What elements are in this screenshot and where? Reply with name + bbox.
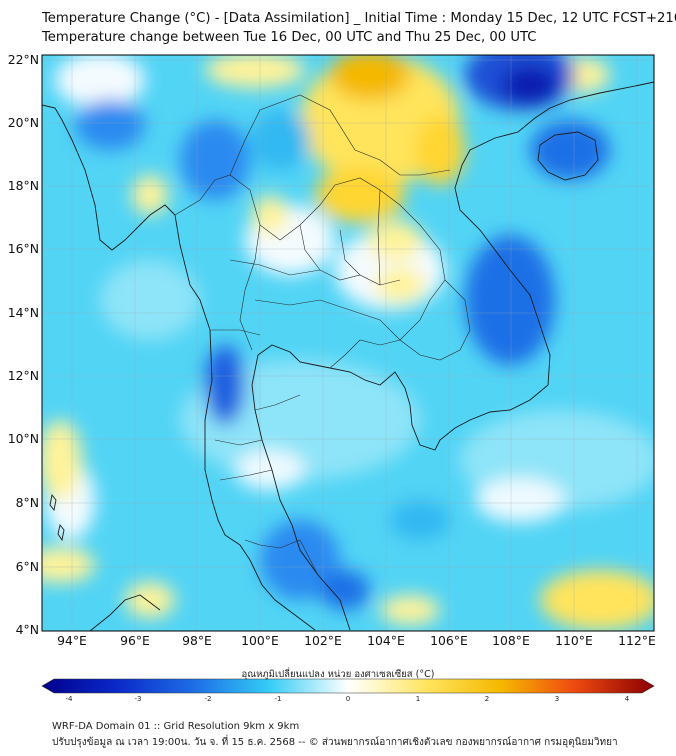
coastlines xyxy=(42,81,654,631)
lat-label: 4°N xyxy=(15,622,39,637)
colorbar-tick: 3 xyxy=(554,695,560,703)
lat-label: 6°N xyxy=(15,559,39,574)
lon-label: 96°E xyxy=(120,633,150,648)
lon-label: 102°E xyxy=(304,633,342,648)
lat-label: 16°N xyxy=(7,241,39,256)
graticule xyxy=(42,55,654,631)
lat-label: 20°N xyxy=(7,115,39,130)
lon-label: 94°E xyxy=(57,633,87,648)
lat-label: 22°N xyxy=(7,52,39,67)
map-frame xyxy=(41,54,655,632)
lat-label: 8°N xyxy=(15,495,39,510)
colorbar-tick: -4 xyxy=(65,695,73,703)
colorbar-tick: 4 xyxy=(624,695,630,703)
lat-label: 18°N xyxy=(7,178,39,193)
colorbar-tick: -2 xyxy=(204,695,212,703)
lon-label: 98°E xyxy=(182,633,212,648)
colorbar-tick: -1 xyxy=(274,695,282,703)
colorbar-tick: 2 xyxy=(484,695,490,703)
colorbar-tick: 0 xyxy=(345,695,351,703)
footer-model-info: WRF-DA Domain 01 :: Grid Resolution 9km … xyxy=(52,721,300,732)
lon-label: 106°E xyxy=(430,633,468,648)
lon-label: 104°E xyxy=(367,633,405,648)
map-subtitle: Temperature change between Tue 16 Dec, 0… xyxy=(42,30,537,45)
colorbar xyxy=(41,678,655,694)
borders xyxy=(174,94,471,576)
lat-label: 10°N xyxy=(7,431,39,446)
lon-label: 110°E xyxy=(555,633,593,648)
lon-label: 100°E xyxy=(241,633,279,648)
colorbar-tick: 1 xyxy=(415,695,421,703)
lon-label: 112°E xyxy=(618,633,656,648)
lon-label: 108°E xyxy=(492,633,530,648)
colorbar-tick: -3 xyxy=(134,695,142,703)
lat-label: 12°N xyxy=(7,368,39,383)
footer-credit: ปรับปรุงข้อมูล ณ เวลา 19:00น. วัน จ. ที่… xyxy=(52,737,618,748)
lat-label: 14°N xyxy=(7,305,39,320)
map-title: Temperature Change (°C) - [Data Assimila… xyxy=(42,11,676,26)
colorbar-title: อุณหภูมิเปลี่ยนแปลง หน่วย องศาเซลเซียส (… xyxy=(241,669,435,680)
